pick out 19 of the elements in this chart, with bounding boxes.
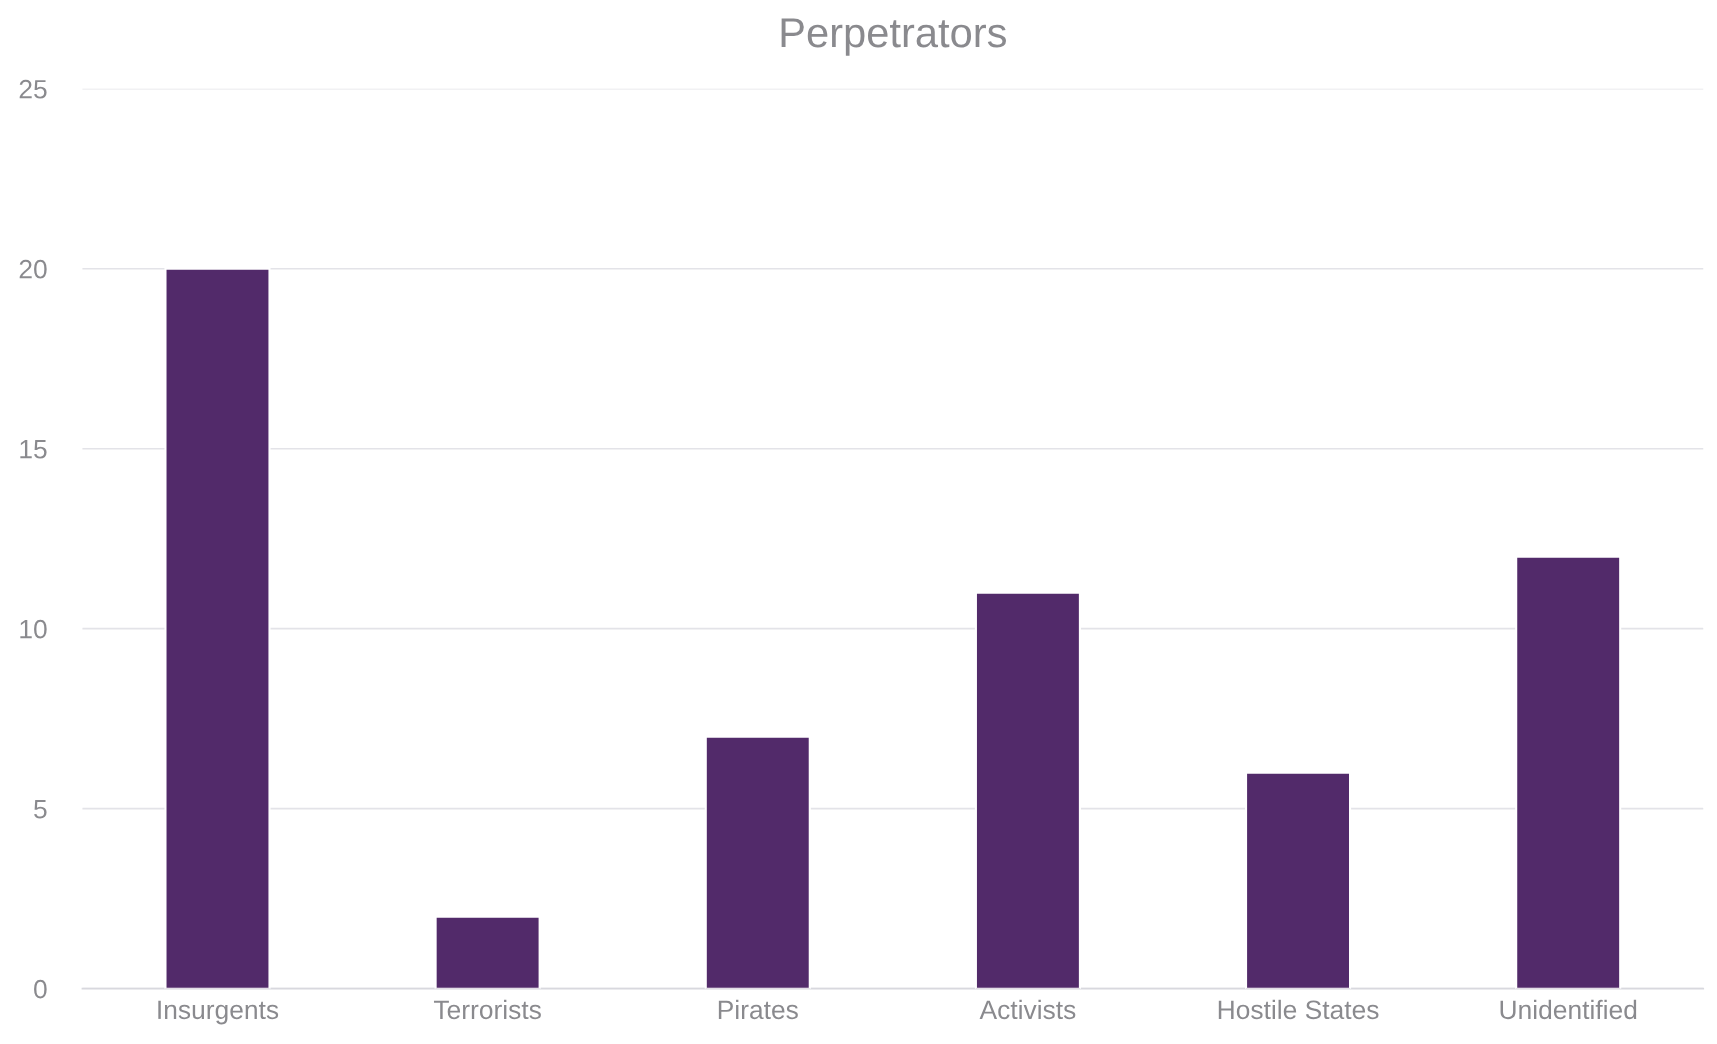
x-tick-label: Pirates bbox=[718, 999, 798, 1020]
x-tick-label: Hostile States bbox=[1218, 999, 1379, 1020]
x-tick-label: Insurgents bbox=[158, 1000, 279, 1025]
y-tick-label: 10 bbox=[20, 619, 47, 639]
chart-title: Perpetrators bbox=[781, 18, 1006, 56]
y-tick-label: 25 bbox=[19, 79, 47, 99]
bar bbox=[434, 915, 541, 989]
y-tick-label: 20 bbox=[19, 259, 47, 279]
bar bbox=[164, 267, 271, 989]
bar bbox=[704, 735, 811, 989]
x-tick-label: Terrorists bbox=[433, 999, 541, 1020]
y-tick-label: 5 bbox=[34, 800, 47, 819]
bar bbox=[1515, 555, 1622, 989]
x-tick-label: Activists bbox=[979, 999, 1076, 1020]
bar bbox=[974, 591, 1081, 989]
y-tick-label: 0 bbox=[34, 979, 47, 999]
y-tick-label: 15 bbox=[20, 440, 47, 459]
x-tick-label: Unidentified bbox=[1500, 999, 1637, 1020]
bar bbox=[1245, 771, 1352, 989]
